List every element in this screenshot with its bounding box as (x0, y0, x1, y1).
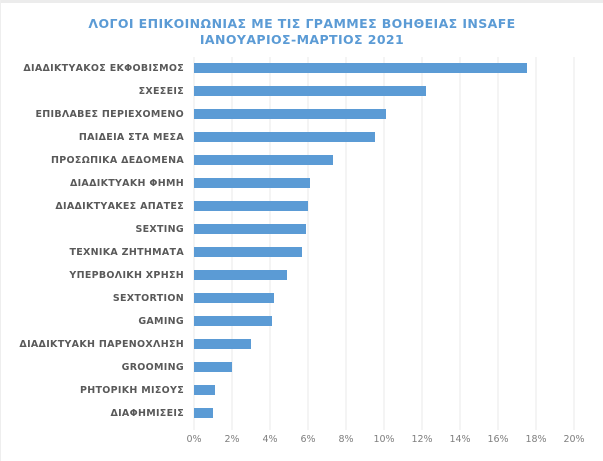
bar-track (194, 310, 574, 333)
category-label: ΠΡΟΣΩΠΙΚΑ ΔΕΔΟΜΕΝΑ (51, 154, 184, 166)
bar (194, 132, 375, 142)
bar-track (194, 149, 574, 172)
bar-row: ΕΠΙΒΛΑΒΕΣ ΠΕΡΙΕΧΟΜΕΝΟ (1, 103, 603, 126)
bar-rows: ΔΙΑΔΙΚΤΥΑΚΟΣ ΕΚΦΟΒΙΣΜΟΣ ΣΧΕΣΕΙΣ ΕΠΙΒΛΑΒΕΣ … (1, 57, 603, 425)
x-axis-tick-label: 6% (300, 433, 316, 445)
x-axis-tick-label: 10% (373, 433, 395, 445)
category-label: ΔΙΑΔΙΚΤΥΑΚΗ ΠΑΡΕΝΟΧΛΗΣΗ (19, 338, 184, 350)
category-label: ΔΙΑΔΙΚΤΥΑΚΗ ΦΗΜΗ (69, 177, 184, 189)
bar-row: ΡΗΤΟΡΙΚΗ ΜΙΣΟΥΣ (1, 379, 603, 402)
bar-track (194, 356, 574, 379)
category-label: ΔΙΑΦΗΜΙΣΕΙΣ (110, 407, 184, 419)
category-label: ΥΠΕΡΒΟΛΙΚΗ ΧΡΗΣΗ (69, 269, 184, 281)
bar (194, 385, 215, 395)
gridline (535, 56, 537, 430)
gridline (269, 56, 271, 430)
bar-row: ΔΙΑΔΙΚΤΥΑΚΕΣ ΑΠΑΤΕΣ (1, 195, 603, 218)
bar-track (194, 57, 574, 80)
x-axis-tick-label: 14% (449, 433, 471, 445)
x-axis-tick-label: 4% (262, 433, 278, 445)
x-axis-tick-label: 20% (563, 433, 585, 445)
bar-track (194, 287, 574, 310)
bar (194, 316, 272, 326)
bar-row: SEXTORTION (1, 287, 603, 310)
category-label: ΕΠΙΒΛΑΒΕΣ ΠΕΡΙΕΧΟΜΕΝΟ (35, 108, 184, 120)
gridline (573, 56, 575, 430)
category-label: ΤΕΧΝΙΚΑ ΖΗΤΗΜΑΤΑ (69, 246, 184, 258)
bar-row: GAMING (1, 310, 603, 333)
category-label: ΡΗΤΟΡΙΚΗ ΜΙΣΟΥΣ (79, 384, 184, 396)
gridline (421, 56, 423, 430)
gridline (307, 56, 309, 430)
x-axis-tick-label: 0% (186, 433, 202, 445)
chart-title-line2: ΙΑΝΟΥΑΡΙΟΣ-ΜΑΡΤΙΟΣ 2021 (199, 32, 405, 48)
bar (194, 270, 288, 280)
category-label: GAMING (138, 315, 184, 327)
gridline (459, 56, 461, 430)
bar-row: ΔΙΑΔΙΚΤΥΑΚΟΣ ΕΚΦΟΒΙΣΜΟΣ (1, 57, 603, 80)
gridline (231, 56, 233, 430)
category-label: GROOMING (121, 361, 184, 373)
bar-track (194, 402, 574, 425)
bar-track (194, 241, 574, 264)
gridline (193, 56, 195, 430)
bar (194, 86, 426, 96)
bar-track (194, 126, 574, 149)
x-axis-tick-label: 12% (411, 433, 433, 445)
window-top-strip (1, 0, 603, 3)
bar (194, 178, 310, 188)
category-label: SEXTORTION (112, 292, 184, 304)
category-label: ΔΙΑΔΙΚΤΥΑΚΕΣ ΑΠΑΤΕΣ (55, 200, 184, 212)
bar (194, 155, 333, 165)
bar-track (194, 80, 574, 103)
x-axis-tick-label: 8% (338, 433, 354, 445)
bar-chart: ΔΙΑΔΙΚΤΥΑΚΟΣ ΕΚΦΟΒΙΣΜΟΣ ΣΧΕΣΕΙΣ ΕΠΙΒΛΑΒΕΣ … (1, 56, 603, 451)
chart-title: ΛΟΓΟΙ ΕΠΙΚΟΙΝΩΝΙΑΣ ΜΕ ΤΙΣ ΓΡΑΜΜΕΣ ΒΟΗΘΕΙ… (1, 16, 603, 49)
bar (194, 109, 386, 119)
gridline (345, 56, 347, 430)
category-label: ΠΑΙΔΕΙΑ ΣΤΑ ΜΕΣΑ (78, 131, 184, 143)
bar-track (194, 379, 574, 402)
category-label: ΔΙΑΔΙΚΤΥΑΚΟΣ ΕΚΦΟΒΙΣΜΟΣ (23, 62, 184, 74)
bar (194, 201, 308, 211)
bar-track (194, 172, 574, 195)
bar (194, 224, 307, 234)
bar-row: GROOMING (1, 356, 603, 379)
gridline (497, 56, 499, 430)
bar-track (194, 103, 574, 126)
bar-row: ΠΡΟΣΩΠΙΚΑ ΔΕΔΟΜΕΝΑ (1, 149, 603, 172)
chart-title-line1: ΛΟΓΟΙ ΕΠΙΚΟΙΝΩΝΙΑΣ ΜΕ ΤΙΣ ΓΡΑΜΜΕΣ ΒΟΗΘΕΙ… (88, 16, 516, 31)
bar-track (194, 333, 574, 356)
plot-gridlines (193, 56, 575, 430)
x-axis: 0% 2% 4% 6% 8% 10% 12% 14% 16% 18% 20% (186, 425, 584, 451)
x-axis-tick-label: 2% (224, 433, 240, 445)
bar (194, 247, 303, 257)
x-axis-tick-label: 18% (525, 433, 547, 445)
bar (194, 63, 527, 73)
bar-row: ΣΧΕΣΕΙΣ (1, 80, 603, 103)
bar-row: ΔΙΑΔΙΚΤΥΑΚΗ ΠΑΡΕΝΟΧΛΗΣΗ (1, 333, 603, 356)
bar-row: ΔΙΑΔΙΚΤΥΑΚΗ ΦΗΜΗ (1, 172, 603, 195)
category-label: ΣΧΕΣΕΙΣ (138, 85, 184, 97)
bar (194, 362, 232, 372)
category-label: SEXTING (135, 223, 184, 235)
gridline (383, 56, 385, 430)
bar-row: ΔΙΑΦΗΜΙΣΕΙΣ (1, 402, 603, 425)
bar-row: ΠΑΙΔΕΙΑ ΣΤΑ ΜΕΣΑ (1, 126, 603, 149)
bar-row: ΤΕΧΝΙΚΑ ΖΗΤΗΜΑΤΑ (1, 241, 603, 264)
bar (194, 293, 274, 303)
bar-track (194, 218, 574, 241)
bar-track (194, 195, 574, 218)
bar-row: SEXTING (1, 218, 603, 241)
x-axis-tick-label: 16% (487, 433, 509, 445)
bar (194, 339, 251, 349)
bar-track (194, 264, 574, 287)
bar (194, 408, 213, 418)
bar-row: ΥΠΕΡΒΟΛΙΚΗ ΧΡΗΣΗ (1, 264, 603, 287)
